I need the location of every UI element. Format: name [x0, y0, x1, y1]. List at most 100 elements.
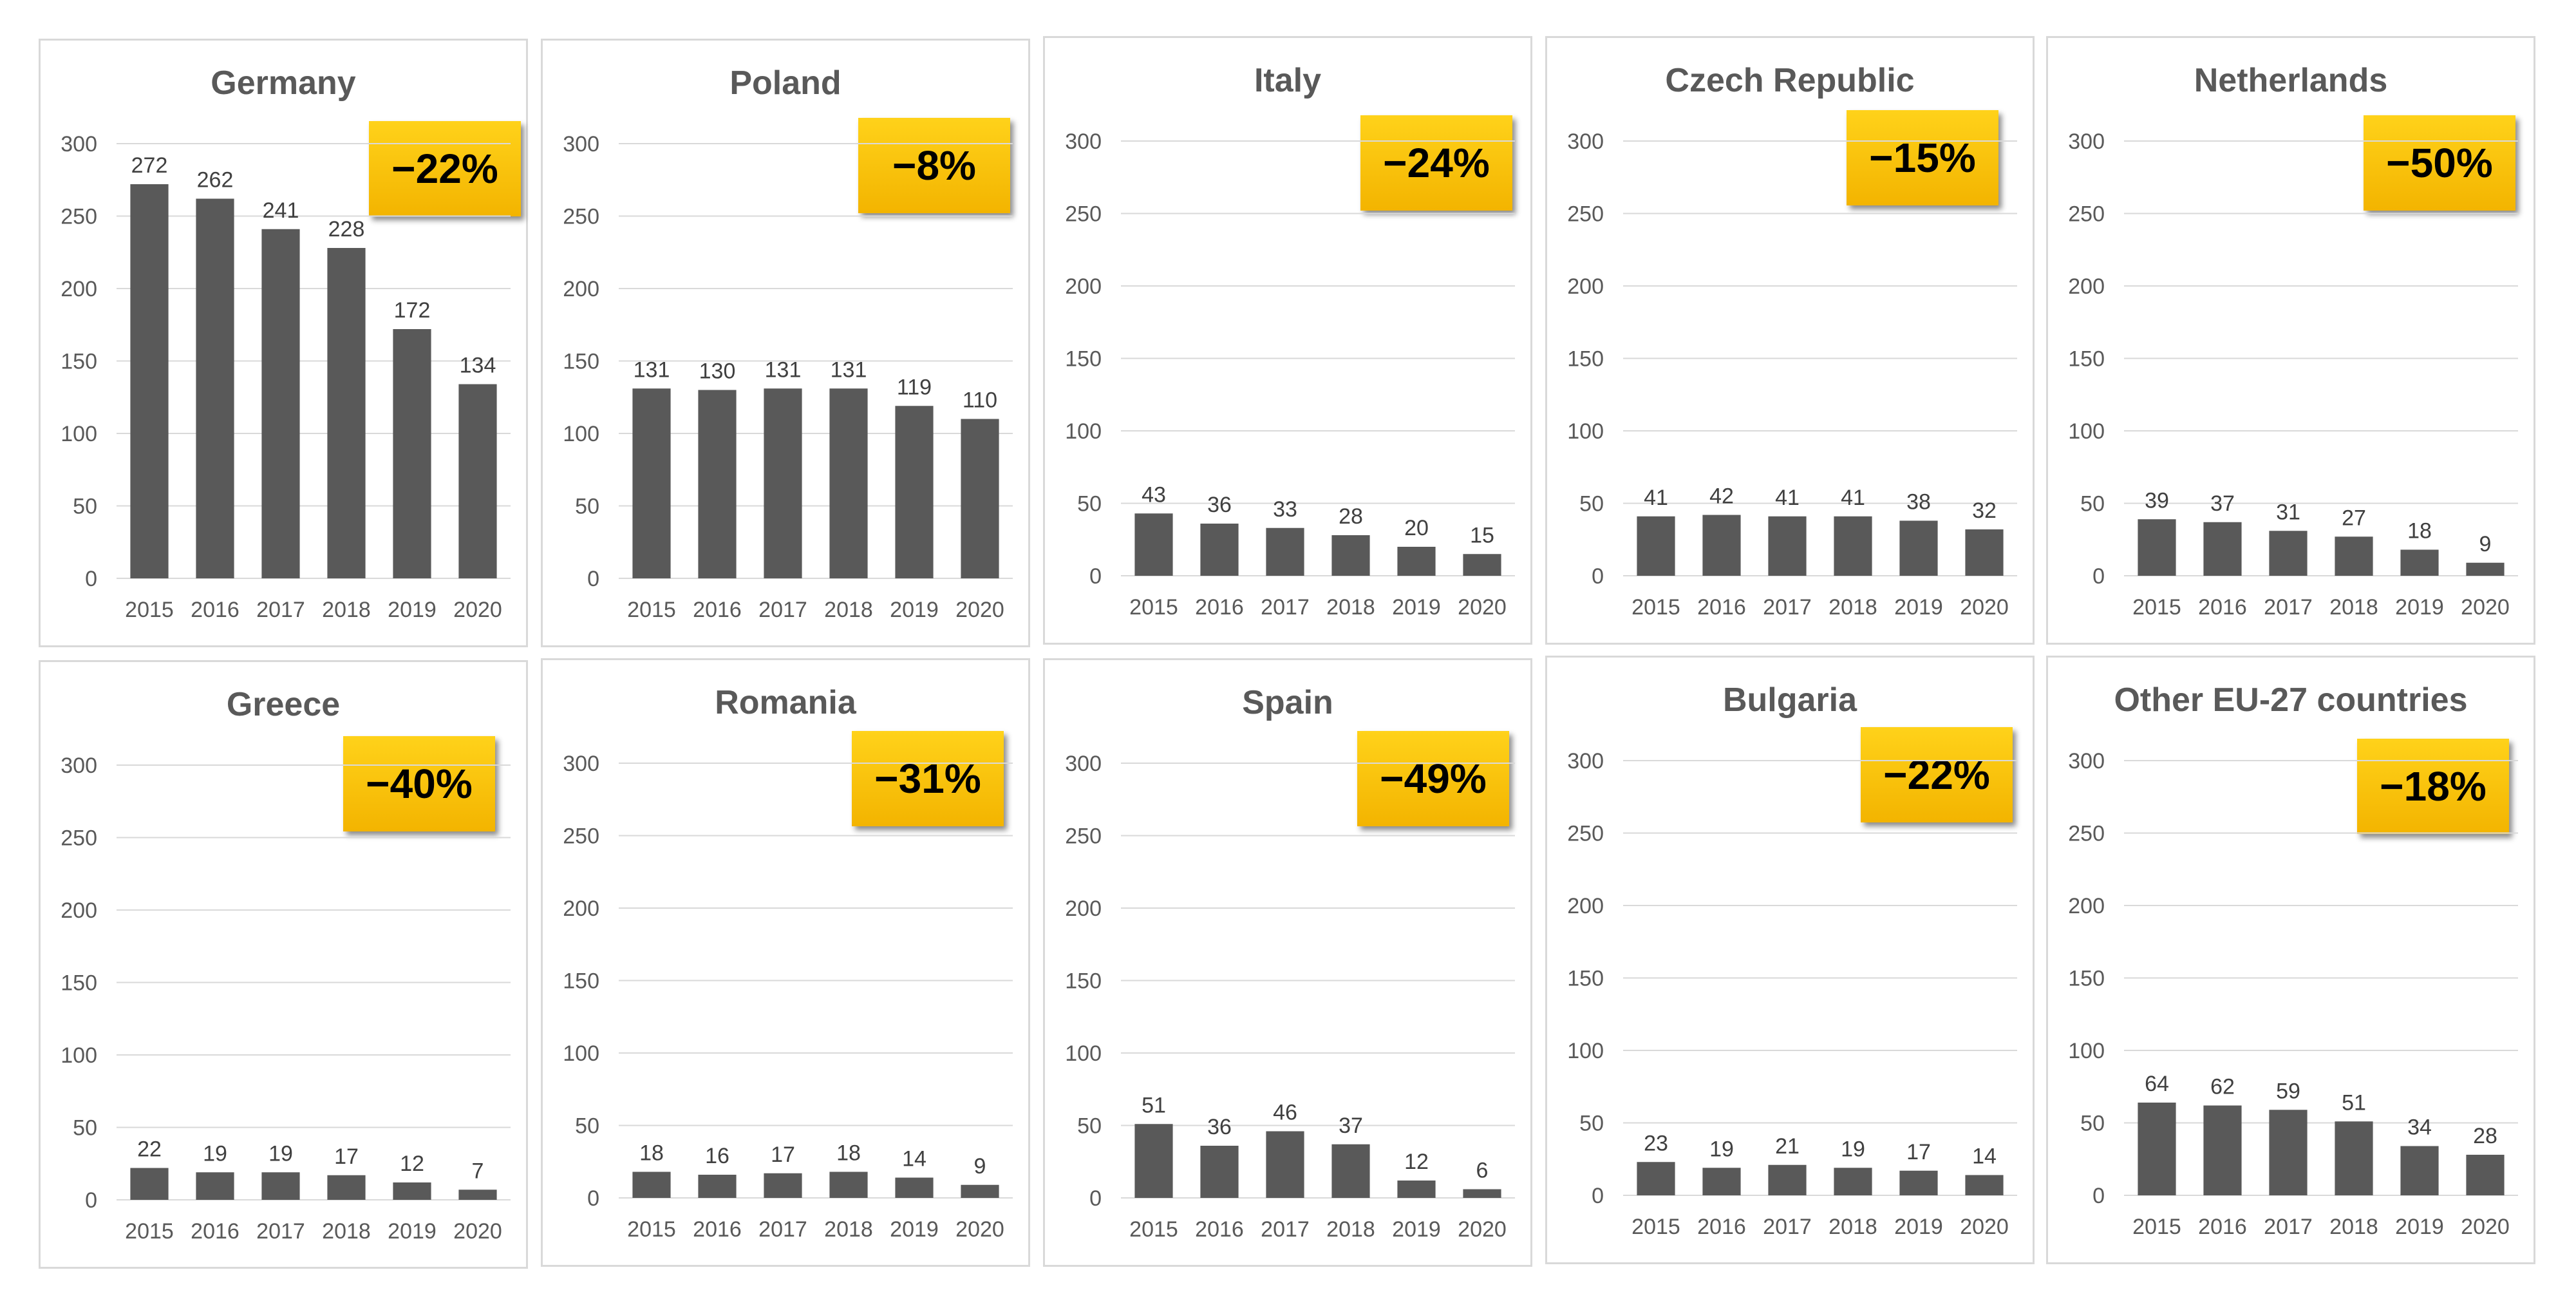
y-tick-label: 100 [2068, 1039, 2105, 1063]
bar [829, 1171, 868, 1198]
x-tick-label: 2019 [890, 1217, 939, 1242]
bar [2335, 536, 2373, 576]
bar [130, 1168, 169, 1200]
chart-title: Romania [715, 684, 856, 721]
data-label: 130 [699, 359, 736, 384]
data-label: 9 [2479, 532, 2492, 556]
y-tick-label: 250 [563, 205, 599, 229]
bar [393, 329, 431, 578]
x-tick-label: 2016 [1195, 1217, 1244, 1242]
chart-panel-italy: Italy −24% 0 50 100 150 200 250 300 43 2015 36 201… [1043, 36, 1532, 645]
data-label: 42 [1709, 484, 1734, 509]
data-label: 21 [1775, 1134, 1800, 1159]
x-tick-label: 2016 [1697, 595, 1746, 620]
x-tick-label: 2018 [322, 1219, 371, 1244]
y-tick-label: 250 [61, 826, 97, 851]
x-tick-label: 2018 [322, 598, 371, 622]
y-tick-label: 300 [61, 754, 97, 778]
bar [261, 229, 300, 578]
chart-panel-poland: Poland −8% 0 50 100 150 200 250 300 131 2015 130 2… [541, 39, 1030, 647]
bar [196, 1172, 234, 1200]
y-tick-label: 250 [1567, 202, 1604, 227]
bar [895, 1177, 934, 1198]
y-tick-label: 300 [61, 132, 97, 157]
bar-chart: 0 50 100 150 200 250 300 51 2015 36 2016 46 2017 37 20… [1065, 752, 1515, 1242]
data-label: 272 [131, 153, 168, 178]
y-tick-label: 50 [1077, 492, 1102, 517]
y-tick-label: 100 [1065, 1041, 1102, 1066]
y-tick-label: 150 [61, 971, 97, 996]
bar [458, 1190, 497, 1200]
chart-title: Italy [1254, 62, 1322, 99]
x-tick-label: 2019 [1894, 1215, 1943, 1239]
bar [2400, 1146, 2439, 1195]
bar [1899, 1170, 1938, 1195]
data-label: 131 [765, 357, 802, 382]
data-label: 9 [974, 1154, 986, 1179]
data-label: 34 [2407, 1115, 2432, 1140]
data-label: 28 [2473, 1124, 2497, 1148]
bar [764, 1173, 802, 1198]
x-tick-label: 2017 [2264, 1215, 2313, 1239]
y-tick-label: 250 [2068, 202, 2105, 227]
bar-chart: 0 50 100 150 200 250 300 131 2015 130 2016 131 2017 1… [563, 132, 1013, 622]
data-label: 12 [400, 1152, 424, 1176]
data-label: 17 [1906, 1140, 1931, 1164]
bar [829, 388, 868, 578]
change-badge: −24% [1360, 115, 1512, 211]
y-tick-label: 200 [563, 896, 599, 921]
data-label: 43 [1142, 482, 1166, 507]
x-tick-label: 2016 [191, 1219, 240, 1244]
y-tick-label: 0 [1089, 1186, 1102, 1211]
bar [261, 1172, 300, 1200]
bar-chart: 0 50 100 150 200 250 300 64 2015 62 2016 59 2017 51 20… [2068, 749, 2518, 1239]
bar [698, 390, 737, 578]
change-badge: −15% [1847, 110, 1998, 205]
change-badge: −50% [2364, 115, 2515, 211]
bar [895, 406, 934, 578]
y-tick-label: 100 [563, 1041, 599, 1066]
x-tick-label: 2015 [1129, 1217, 1178, 1242]
data-label: 18 [639, 1141, 664, 1166]
data-label: 110 [963, 388, 997, 413]
y-tick-label: 300 [563, 752, 599, 776]
x-tick-label: 2016 [1697, 1215, 1746, 1239]
y-tick-label: 50 [2080, 1112, 2105, 1136]
x-tick-label: 2016 [1195, 595, 1244, 620]
x-tick-label: 2020 [453, 1219, 502, 1244]
data-label: 38 [1906, 490, 1931, 515]
y-tick-label: 50 [575, 1114, 599, 1139]
bar [393, 1182, 431, 1200]
change-badge: −40% [343, 736, 495, 831]
x-tick-label: 2017 [1763, 1215, 1812, 1239]
bar [1637, 516, 1675, 576]
y-tick-label: 300 [1567, 129, 1604, 154]
x-tick-label: 2017 [1261, 1217, 1310, 1242]
data-label: 262 [197, 168, 234, 193]
data-label: 15 [1470, 523, 1494, 547]
data-label: 19 [1709, 1137, 1734, 1161]
y-tick-label: 200 [1065, 896, 1102, 921]
change-badge: −22% [369, 121, 521, 216]
x-tick-label: 2015 [1129, 595, 1178, 620]
y-tick-label: 0 [1089, 564, 1102, 589]
y-tick-label: 50 [1579, 1112, 1604, 1136]
x-tick-label: 2019 [2395, 1215, 2444, 1239]
y-tick-label: 100 [1567, 419, 1604, 444]
y-tick-label: 200 [1065, 274, 1102, 299]
chart-title: Poland [729, 64, 841, 102]
bar [1834, 516, 1872, 576]
bar [2400, 549, 2439, 576]
chart-panel-romania: Romania −31% 0 50 100 150 200 250 300 18 2015 16 2… [541, 658, 1030, 1267]
x-tick-label: 2016 [693, 598, 742, 622]
x-tick-label: 2017 [256, 1219, 305, 1244]
x-tick-label: 2017 [256, 598, 305, 622]
change-badge: −18% [2357, 739, 2509, 834]
data-label: 62 [2210, 1075, 2235, 1099]
data-label: 131 [831, 357, 867, 382]
y-tick-label: 50 [2080, 492, 2105, 517]
bar [1331, 1144, 1370, 1198]
data-label: 51 [1142, 1093, 1166, 1117]
data-label: 46 [1273, 1101, 1297, 1125]
y-tick-label: 300 [1567, 749, 1604, 773]
